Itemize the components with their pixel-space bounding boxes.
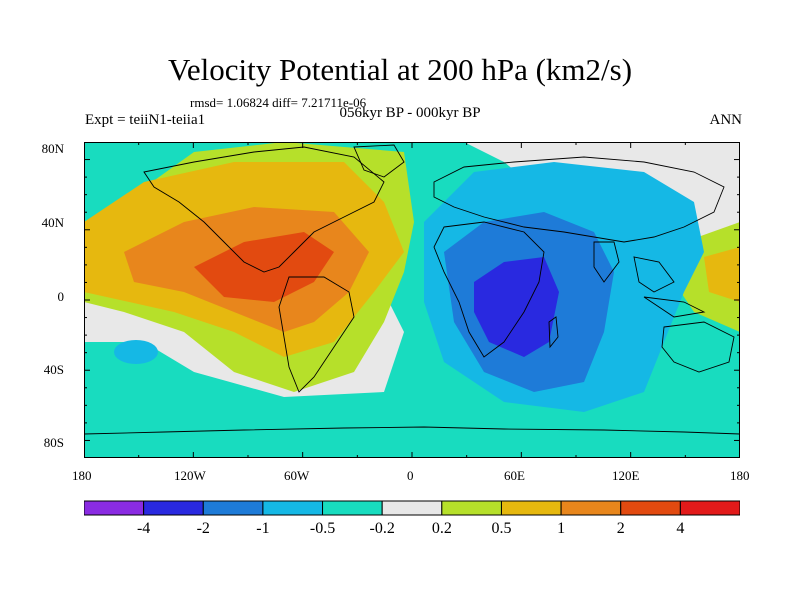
lat-label-40n: 40N xyxy=(41,215,64,230)
colorbar-swatch xyxy=(560,500,622,516)
colorbar-label: 4 xyxy=(676,520,685,537)
colorbar-label: -0.2 xyxy=(369,520,395,537)
lon-label-180w: 180 xyxy=(72,468,92,483)
colorbar-swatch xyxy=(441,500,502,516)
colorbar-swatch xyxy=(143,500,204,516)
lon-label-60w: 60W xyxy=(284,468,310,483)
colorbar-swatch xyxy=(679,500,740,516)
colorbar-label: 1 xyxy=(557,520,566,537)
colorbar-label: 0.2 xyxy=(431,520,452,537)
coastlines xyxy=(84,144,740,435)
colorbar-swatch xyxy=(381,500,443,516)
stats-text: rmsd= 1.06824 diff= 7.21711e-06 xyxy=(190,95,367,110)
colorbar-swatch xyxy=(84,500,145,516)
velocity-potential-map xyxy=(84,142,740,458)
colorbar xyxy=(84,500,740,516)
lat-label-eq: 0 xyxy=(57,289,65,304)
experiment-label: Expt = teiiN1-teiia1 xyxy=(85,112,206,128)
colorbar-swatch xyxy=(620,500,681,516)
contour-fill xyxy=(84,142,740,458)
colorbar-boxes xyxy=(84,500,740,516)
colorbar-label: -1 xyxy=(256,520,270,537)
colorbar-swatch xyxy=(262,500,324,516)
lon-label-60e: 60E xyxy=(504,468,525,483)
colorbar-label: -4 xyxy=(136,520,151,537)
colorbar-swatch xyxy=(202,500,264,516)
lon-label-120e: 120E xyxy=(612,468,640,483)
lon-label-120w: 120W xyxy=(174,468,206,483)
colorbar-label: -2 xyxy=(196,520,210,537)
colorbar-swatch xyxy=(322,500,383,516)
lon-label-180e: 180 xyxy=(730,468,750,483)
colorbar-swatch xyxy=(500,500,562,516)
colorbar-label: 0.5 xyxy=(491,520,512,537)
axis-ticks xyxy=(84,142,740,458)
season-label: ANN xyxy=(709,112,743,128)
colorbar-label: 2 xyxy=(616,520,625,537)
lat-label-80s: 80S xyxy=(43,435,64,450)
lon-label-0: 0 xyxy=(407,468,414,483)
lat-label-40s: 40S xyxy=(43,362,64,377)
lat-label-80n: 80N xyxy=(41,141,64,156)
map-title: Velocity Potential at 200 hPa (km2/s) xyxy=(167,52,633,87)
period-text: 056kyr BP - 000kyr BP xyxy=(339,105,481,121)
colorbar-label: -0.5 xyxy=(309,520,336,537)
